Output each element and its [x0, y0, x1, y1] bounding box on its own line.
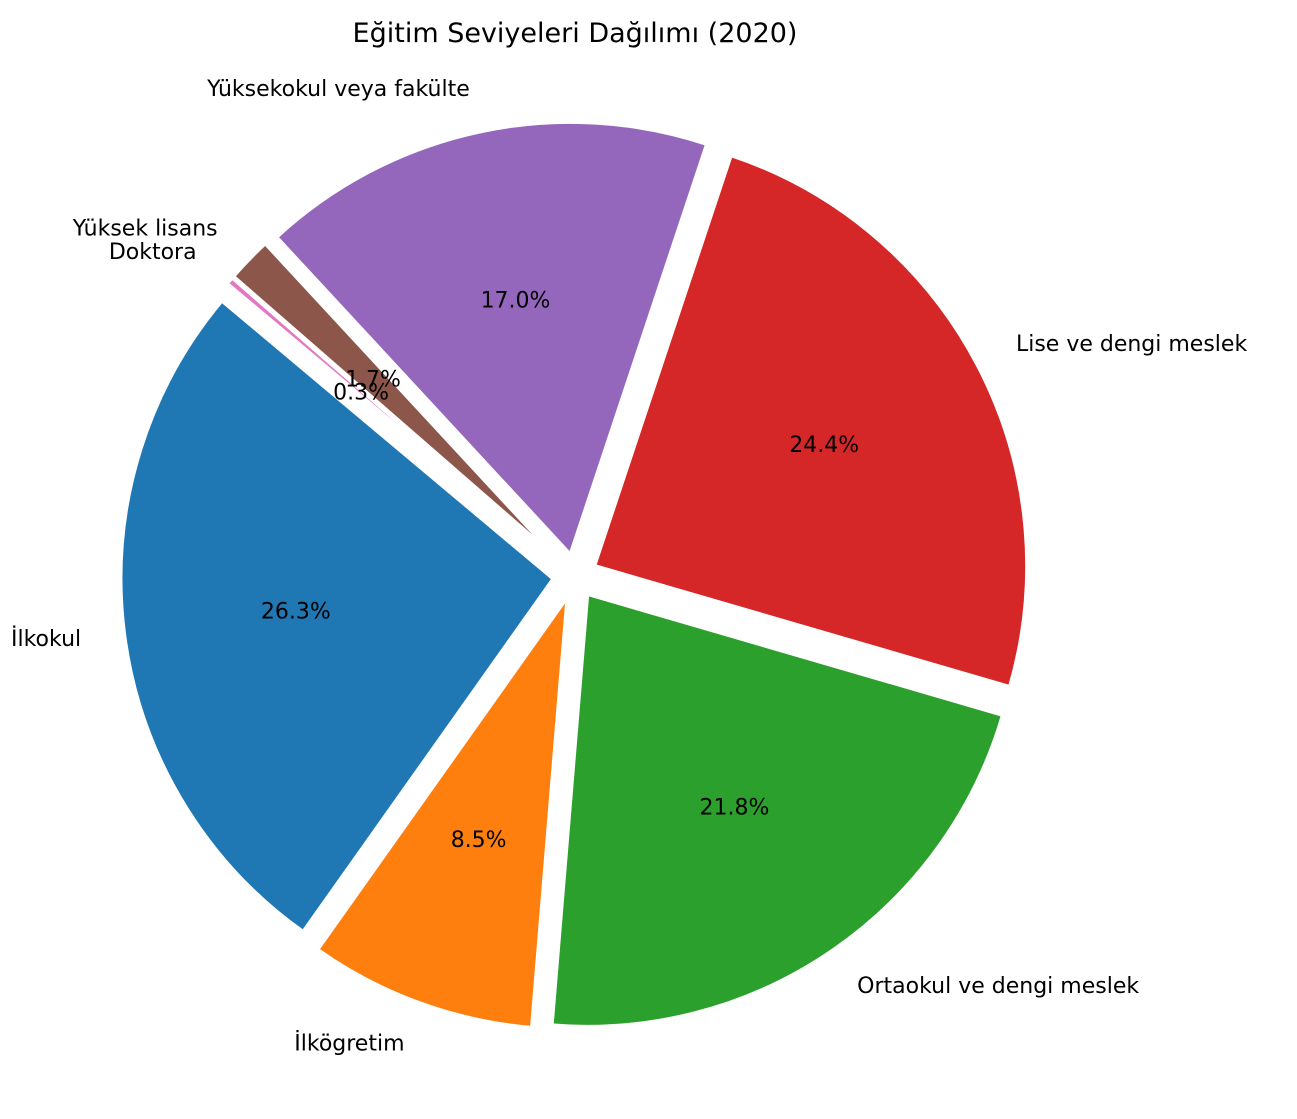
- percent-label: 21.8%: [700, 795, 770, 820]
- percent-label: 1.7%: [345, 367, 401, 392]
- category-labels: İlkokul İlkögretim Ortaokul ve dengi mesle…: [11, 77, 1247, 1057]
- percent-label: 0.3%: [333, 381, 389, 406]
- category-label: Doktora: [109, 240, 197, 265]
- percent-labels: 26.3% 8.5% 21.8% 24.4% 17.0% 1.7%0.3%: [261, 288, 859, 853]
- category-label: Ortaokul ve dengi meslek: [857, 974, 1139, 999]
- pie-slice-i-lk-gretim: [315, 594, 570, 1030]
- percent-label: 17.0%: [481, 288, 551, 313]
- category-label: İlkögretim: [294, 1030, 404, 1056]
- pie-slice-lise-ve-dengi-meslek: [592, 153, 1030, 690]
- category-label: İlkokul: [11, 626, 81, 652]
- category-label: Lise ve dengi meslek: [1016, 332, 1247, 357]
- chart-title: Eğitim Seviyeleri Dağılımı (2020): [353, 18, 798, 49]
- percent-label: 8.5%: [451, 828, 507, 853]
- percent-label: 26.3%: [261, 599, 331, 624]
- percent-label: 24.4%: [789, 433, 859, 458]
- pie-slice-i-lkokul: [118, 298, 556, 935]
- pie-slice-ortaokul-ve-dengi-meslek: [549, 591, 1005, 1029]
- category-label: Yüksekokul veya fakülte: [206, 77, 470, 102]
- category-label: Yüksek lisans: [72, 217, 218, 242]
- pie-slice-doktora: [224, 275, 561, 564]
- pie-slices: [118, 119, 1030, 1030]
- pie-slice-y-ksekokul-veya-fak-lte: [274, 119, 710, 557]
